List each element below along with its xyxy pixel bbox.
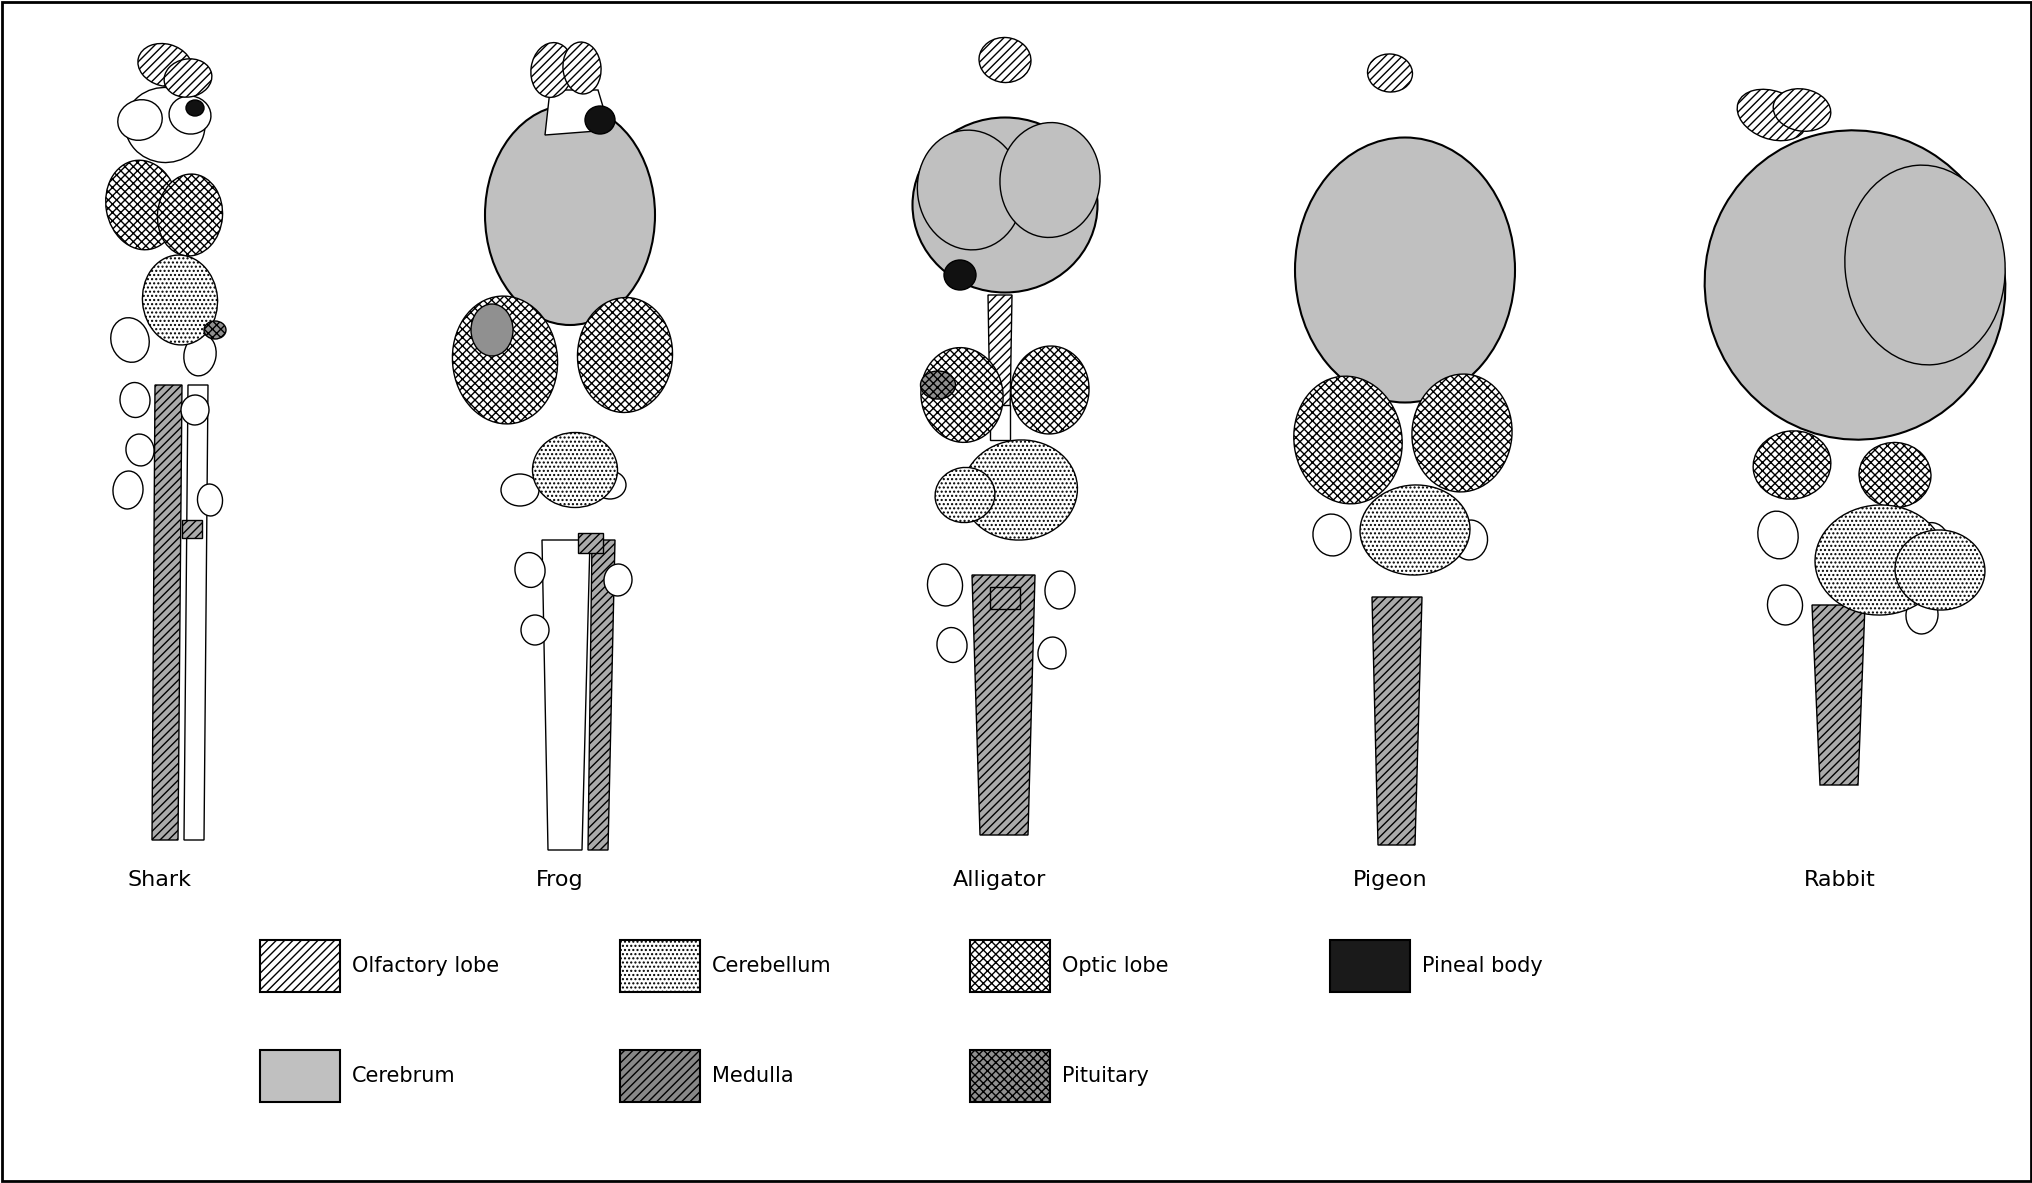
Ellipse shape bbox=[453, 296, 557, 424]
Polygon shape bbox=[152, 384, 183, 840]
Text: Shark: Shark bbox=[128, 870, 191, 890]
Ellipse shape bbox=[1359, 485, 1469, 575]
Polygon shape bbox=[545, 90, 610, 135]
Ellipse shape bbox=[1313, 515, 1351, 556]
Ellipse shape bbox=[142, 256, 217, 345]
Ellipse shape bbox=[920, 348, 1002, 442]
Ellipse shape bbox=[106, 160, 179, 250]
Ellipse shape bbox=[577, 298, 673, 413]
Ellipse shape bbox=[1766, 586, 1802, 625]
Text: Cerebellum: Cerebellum bbox=[711, 956, 831, 976]
Ellipse shape bbox=[183, 334, 215, 376]
Text: Cerebrum: Cerebrum bbox=[352, 1066, 455, 1086]
Text: Medulla: Medulla bbox=[711, 1066, 792, 1086]
Ellipse shape bbox=[120, 382, 150, 418]
Ellipse shape bbox=[1906, 596, 1936, 634]
Bar bbox=[990, 405, 1010, 440]
Ellipse shape bbox=[563, 43, 601, 93]
Ellipse shape bbox=[114, 471, 142, 509]
Ellipse shape bbox=[1038, 636, 1065, 668]
Ellipse shape bbox=[912, 117, 1097, 292]
Text: Olfactory lobe: Olfactory lobe bbox=[352, 956, 500, 976]
Ellipse shape bbox=[486, 105, 654, 325]
Ellipse shape bbox=[1294, 137, 1514, 402]
Ellipse shape bbox=[1412, 374, 1512, 492]
Ellipse shape bbox=[979, 38, 1030, 83]
Ellipse shape bbox=[532, 433, 618, 508]
Ellipse shape bbox=[916, 130, 1022, 250]
Ellipse shape bbox=[530, 43, 573, 97]
Polygon shape bbox=[971, 575, 1034, 835]
Ellipse shape bbox=[126, 434, 154, 466]
Ellipse shape bbox=[604, 564, 632, 596]
Ellipse shape bbox=[514, 552, 545, 588]
Ellipse shape bbox=[1451, 521, 1487, 560]
Text: Optic lobe: Optic lobe bbox=[1061, 956, 1168, 976]
Ellipse shape bbox=[520, 615, 549, 645]
Ellipse shape bbox=[500, 474, 538, 506]
Ellipse shape bbox=[1772, 89, 1831, 131]
Ellipse shape bbox=[1857, 442, 1930, 508]
Ellipse shape bbox=[1910, 523, 1949, 568]
Ellipse shape bbox=[1752, 431, 1831, 499]
Text: Alligator: Alligator bbox=[953, 870, 1046, 890]
Ellipse shape bbox=[156, 174, 221, 256]
Text: Rabbit: Rabbit bbox=[1802, 870, 1876, 890]
Bar bbox=[990, 587, 1020, 609]
Ellipse shape bbox=[935, 467, 994, 523]
Ellipse shape bbox=[181, 395, 209, 425]
Text: Pituitary: Pituitary bbox=[1061, 1066, 1148, 1086]
Ellipse shape bbox=[169, 96, 211, 134]
Bar bbox=[1329, 940, 1410, 993]
Ellipse shape bbox=[1894, 530, 1983, 610]
Bar bbox=[183, 521, 201, 538]
Ellipse shape bbox=[138, 44, 191, 86]
Bar bbox=[620, 1051, 699, 1103]
Ellipse shape bbox=[185, 101, 203, 116]
Ellipse shape bbox=[927, 564, 961, 606]
Ellipse shape bbox=[1843, 166, 2004, 364]
Polygon shape bbox=[587, 539, 616, 851]
Ellipse shape bbox=[1703, 130, 2004, 440]
Text: Pineal body: Pineal body bbox=[1420, 956, 1542, 976]
Ellipse shape bbox=[471, 304, 512, 356]
Polygon shape bbox=[543, 539, 589, 851]
Polygon shape bbox=[1811, 605, 1863, 786]
Ellipse shape bbox=[203, 321, 226, 340]
Bar bbox=[260, 940, 339, 993]
Polygon shape bbox=[988, 295, 1012, 415]
Ellipse shape bbox=[118, 99, 163, 141]
Ellipse shape bbox=[1000, 123, 1099, 238]
Ellipse shape bbox=[1368, 54, 1412, 92]
Ellipse shape bbox=[937, 627, 967, 662]
Bar bbox=[969, 1051, 1049, 1103]
Ellipse shape bbox=[1044, 571, 1075, 609]
Ellipse shape bbox=[124, 88, 205, 162]
Polygon shape bbox=[185, 384, 207, 840]
Bar bbox=[577, 534, 604, 552]
Polygon shape bbox=[1372, 597, 1420, 845]
Bar bbox=[620, 940, 699, 993]
Ellipse shape bbox=[197, 484, 221, 516]
Ellipse shape bbox=[1735, 89, 1806, 141]
Ellipse shape bbox=[1292, 376, 1402, 504]
Bar bbox=[260, 1051, 339, 1103]
Ellipse shape bbox=[1815, 505, 1945, 615]
Ellipse shape bbox=[165, 59, 211, 97]
Ellipse shape bbox=[1758, 511, 1798, 558]
Bar bbox=[969, 940, 1049, 993]
Text: Pigeon: Pigeon bbox=[1351, 870, 1426, 890]
Ellipse shape bbox=[585, 106, 616, 134]
Ellipse shape bbox=[961, 440, 1077, 541]
Ellipse shape bbox=[943, 260, 975, 290]
Ellipse shape bbox=[593, 471, 626, 499]
Ellipse shape bbox=[110, 318, 148, 362]
Text: Frog: Frog bbox=[536, 870, 583, 890]
Ellipse shape bbox=[920, 371, 955, 399]
Ellipse shape bbox=[1010, 347, 1089, 434]
